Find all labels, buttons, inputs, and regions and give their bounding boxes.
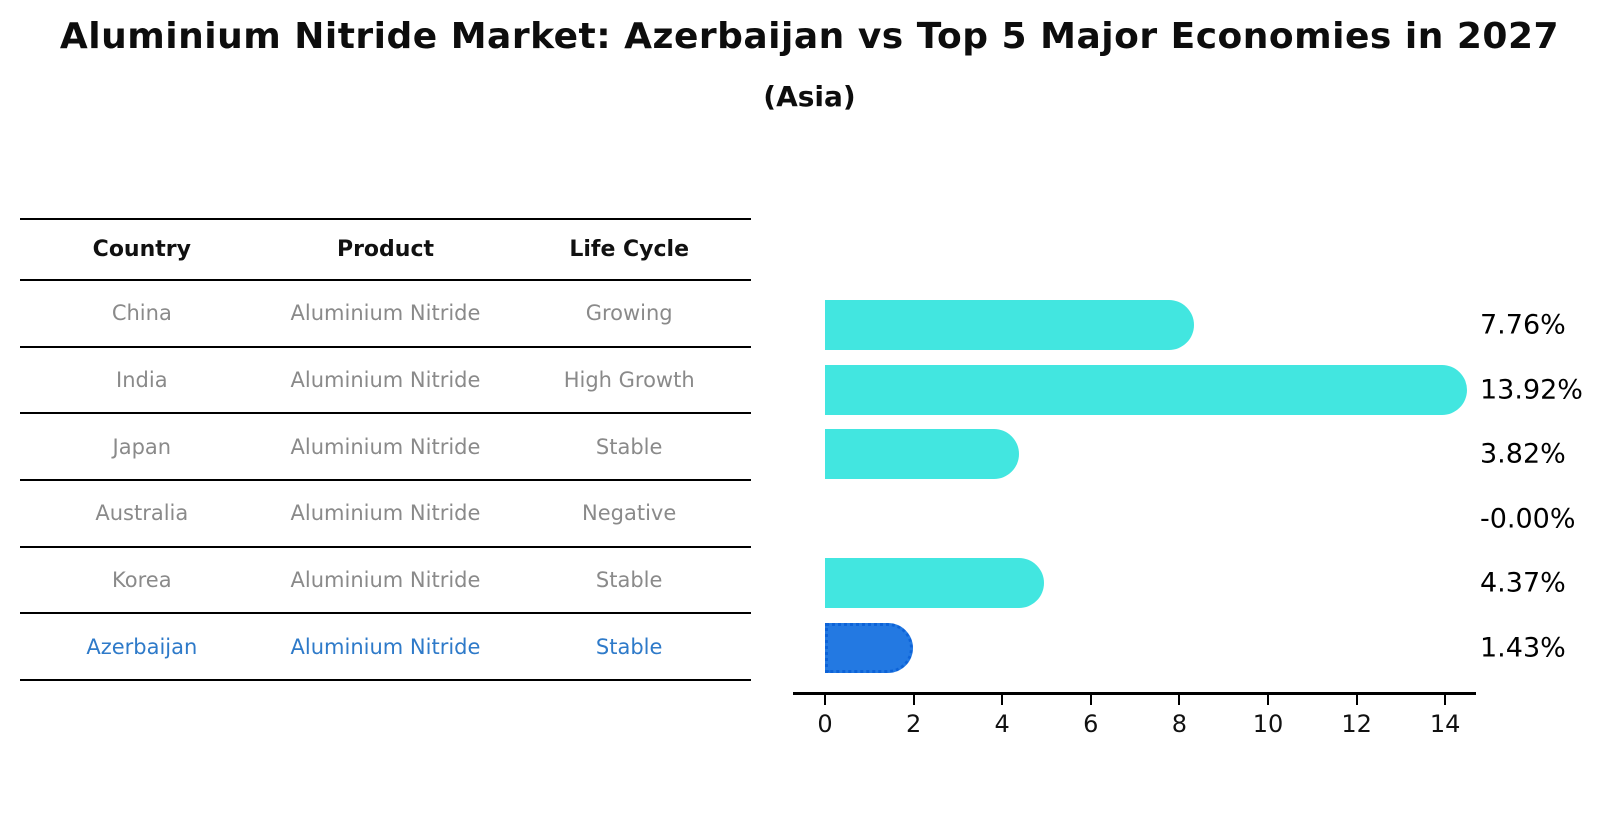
cell-life-cycle: Growing (585, 301, 673, 326)
x-axis-tick-mark (1178, 694, 1181, 705)
x-axis-tick-mark (912, 694, 915, 705)
cell-life-cycle: Stable (595, 434, 663, 459)
x-axis-line (793, 692, 1476, 695)
table-row-china: China Aluminium Nitride Growing (20, 281, 751, 348)
chart-title: Aluminium Nitride Market: Azerbaijan vs … (59, 16, 1560, 57)
bar-china (825, 300, 1194, 350)
column-header-product: Product (336, 237, 435, 262)
x-axis-tick-label: 8 (1171, 710, 1188, 738)
x-axis-tick-label: 10 (1252, 710, 1284, 738)
cell-country: Japan (112, 434, 172, 459)
x-axis-tick-label: 4 (994, 710, 1010, 738)
bar-korea (825, 558, 1044, 609)
x-axis-tick-label: 0 (817, 710, 833, 738)
bar-japan (825, 429, 1020, 480)
cell-life-cycle: Negative (582, 501, 677, 526)
cell-country: Azerbaijan (86, 634, 198, 659)
cell-country: China (111, 301, 172, 326)
bar-azerbaijan (825, 623, 914, 673)
cell-product: Aluminium Nitride (290, 501, 481, 526)
x-axis-tick-label: 6 (1083, 710, 1099, 738)
value-label-china: 7.76% (1480, 309, 1566, 341)
cell-country: India (116, 368, 168, 393)
cell-product: Aluminium Nitride (290, 634, 481, 659)
cell-life-cycle: High Growth (563, 368, 695, 393)
value-label-japan: 3.82% (1480, 438, 1566, 470)
column-header-life-cycle: Life Cycle (569, 237, 690, 262)
cell-country: Korea (112, 568, 172, 593)
table-row-japan: Japan Aluminium Nitride Stable (20, 414, 751, 482)
x-axis-tick-mark (824, 694, 826, 705)
table-row-korea: Korea Aluminium Nitride Stable (20, 548, 751, 615)
bar-india (825, 364, 1467, 415)
country-table: Country Product Life Cycle China Alumini… (20, 218, 751, 682)
x-axis-tick-mark (1267, 694, 1269, 705)
value-label-australia: -0.00% (1480, 503, 1576, 535)
cell-life-cycle: Stable (595, 634, 663, 659)
value-label-india: 13.92% (1480, 374, 1583, 406)
cell-product: Aluminium Nitride (290, 301, 481, 326)
cell-product: Aluminium Nitride (290, 434, 481, 459)
x-axis-tick-mark (1444, 694, 1447, 705)
table-row-india: India Aluminium Nitride High Growth (20, 348, 751, 415)
value-label-azerbaijan: 1.43% (1480, 632, 1566, 664)
column-header-country: Country (92, 237, 191, 262)
chart-subtitle: (Asia) (763, 80, 856, 113)
x-axis-tick-label: 12 (1341, 710, 1372, 738)
x-axis-tick-mark (1355, 694, 1358, 705)
table-row-australia: Australia Aluminium Nitride Negative (20, 481, 751, 548)
x-axis-tick-label: 2 (905, 710, 922, 738)
value-label-korea: 4.37% (1480, 567, 1566, 599)
x-axis-tick-mark (1089, 694, 1092, 705)
table-header-row: Country Product Life Cycle (20, 220, 751, 281)
cell-product: Aluminium Nitride (290, 368, 481, 393)
cell-product: Aluminium Nitride (290, 568, 481, 593)
table-row-azerbaijan: Azerbaijan Aluminium Nitride Stable (20, 614, 751, 682)
cell-life-cycle: Stable (595, 568, 663, 593)
x-axis-tick-label: 14 (1429, 710, 1461, 738)
x-axis-tick-mark (1001, 694, 1004, 705)
cell-country: Australia (95, 501, 189, 526)
